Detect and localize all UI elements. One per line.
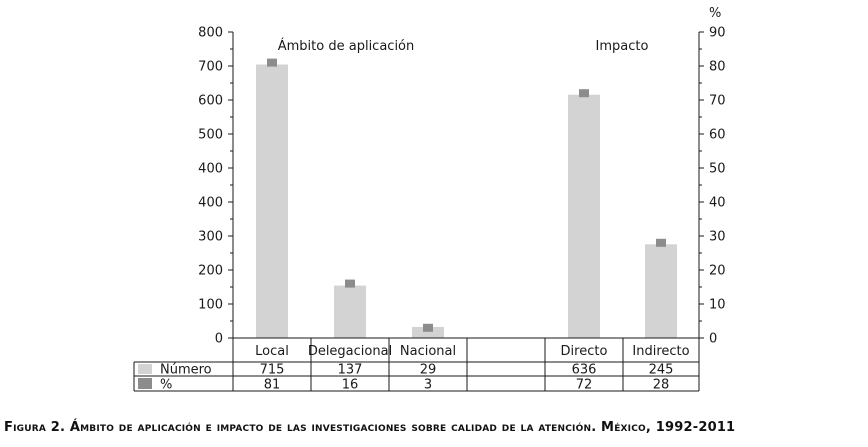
table-value: 16 [342,378,359,393]
right-axis-tick-label: 50 [709,162,726,177]
table-value: 29 [420,363,437,378]
left-axis-tick-label: 0 [215,332,223,347]
left-axis-tick-label: 400 [198,162,223,177]
bar-directo [568,94,600,338]
legend-label-percent: % [160,378,172,393]
right-axis-tick-label: 60 [709,128,726,143]
table-value: 28 [653,378,670,393]
right-axis-unit: % [709,6,721,21]
left-axis-tick-label: 700 [198,60,223,75]
group-label-impacto: Impacto [596,39,649,54]
right-axis-tick-label: 0 [709,332,717,347]
legend-swatch-percent [138,378,152,389]
right-axis-tick-label: 40 [709,196,726,211]
table-value: 636 [572,363,597,378]
right-axis-tick-label: 30 [709,230,726,245]
percent-marker-local [267,58,277,67]
category-label-indirecto: Indirecto [632,344,689,359]
category-label-delegacional: Delegacional [308,344,392,359]
right-axis-tick-label: 10 [709,298,726,313]
left-axis-tick-label: 400 [198,196,223,211]
right-axis-tick-label: 80 [709,60,726,75]
left-axis-tick-label: 800 [198,26,223,41]
left-axis-tick-label: 500 [198,128,223,143]
percent-marker-indirecto [656,238,666,247]
left-axis-tick-label: 200 [198,264,223,279]
left-axis-tick-label: 600 [198,94,223,109]
left-axis-tick-label: 300 [198,230,223,245]
percent-marker-nacional [423,323,433,332]
chart: 0 100 200 300 400 400 500 600 700 800 0 10 20 30 40 50 6… [133,6,726,393]
right-axis-tick-label: 90 [709,26,726,41]
left-axis-tick-label: 100 [198,298,223,313]
bar-indirecto [645,244,677,338]
figure-caption: Figura 2. Ámbito de aplicación e impacto… [4,420,736,435]
table-value: 3 [424,378,432,393]
right-axis-tick-label: 20 [709,264,726,279]
category-label-local: Local [255,344,289,359]
percent-marker-directo [579,89,589,98]
right-axis-tick-label: 70 [709,94,726,109]
table-value: 81 [264,378,281,393]
table-value: 137 [338,363,363,378]
bar-local [256,64,288,338]
legend-swatch-numero [138,364,152,374]
legend-label-numero: Número [160,363,212,378]
bar-nacional [412,326,444,338]
table-value: 245 [649,363,674,378]
bar-delegacional [334,285,366,338]
category-label-directo: Directo [561,344,608,359]
group-label-ambito: Ámbito de aplicación [278,38,415,54]
table-value: 72 [576,378,593,393]
category-label-nacional: Nacional [400,344,456,359]
table-value: 715 [260,363,285,378]
percent-marker-delegacional [345,279,355,288]
